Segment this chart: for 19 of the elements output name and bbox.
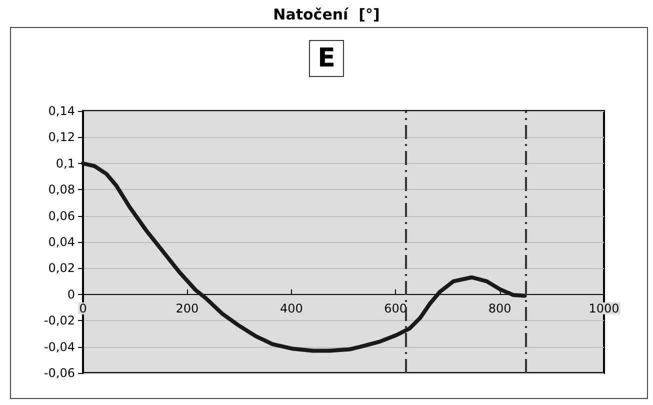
x-tick-label: 800: [488, 301, 512, 316]
y-tick-label: 0,04: [48, 235, 75, 249]
x-tick-label: 200: [176, 301, 199, 316]
y-tick-label: 0,12: [48, 130, 75, 144]
y-tick-label: 0: [67, 287, 75, 302]
y-tick-label: 0,08: [48, 182, 75, 197]
x-tick-label: 400: [280, 301, 303, 316]
chart-title: Natočení [°]: [273, 6, 380, 24]
y-tick-label: -0,06: [44, 366, 75, 380]
line-series: [81, 161, 527, 353]
y-tick-label: 0,14: [48, 104, 75, 118]
y-tick-label: 0,06: [48, 208, 75, 223]
x-tick-label: 0: [79, 301, 87, 316]
y-tick-label: 0,1: [56, 156, 75, 170]
y-tick-label: -0,02: [44, 314, 75, 328]
x-tick-label: 1000: [588, 301, 620, 316]
y-tick-label: -0,04: [44, 340, 75, 354]
text: E: [318, 44, 336, 74]
y-tick-label: 0,02: [48, 261, 75, 276]
